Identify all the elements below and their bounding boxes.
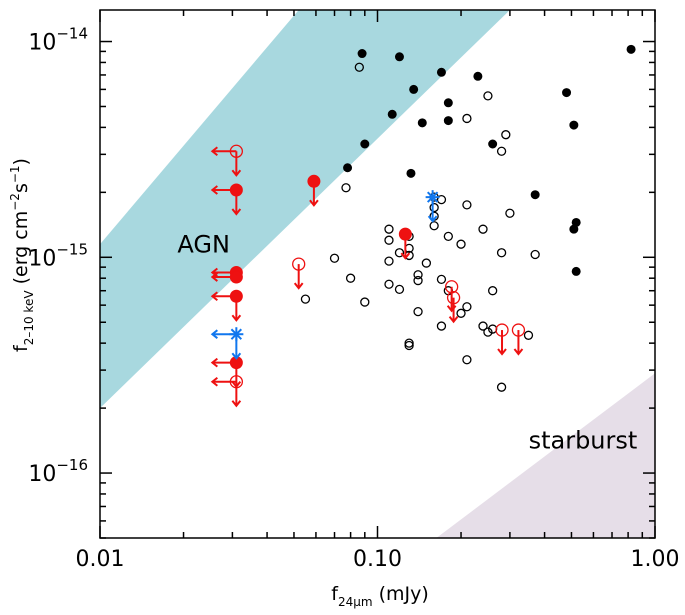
red-open-point [292, 257, 306, 290]
x-tick-label: 0.01 [76, 547, 125, 572]
starburst-region [436, 373, 655, 538]
red-filled-point [398, 227, 412, 260]
black-open-point [462, 302, 472, 312]
red-open-point [210, 375, 244, 408]
black-open-point [496, 382, 507, 392]
black-open-point [384, 235, 394, 245]
y-axis-label: f2–10 keV (erg cm−2s−1) [8, 158, 36, 352]
blue-star-point [425, 190, 440, 223]
black-filled-point [436, 67, 446, 77]
black-open-point [505, 208, 515, 218]
black-filled-point [626, 44, 636, 54]
black-open-point [436, 194, 447, 205]
black-filled-point [357, 49, 367, 59]
starburst-label: starburst [529, 426, 638, 454]
black-open-point [413, 306, 423, 317]
black-open-point [456, 239, 466, 249]
black-open-point [462, 200, 472, 210]
black-open-point [421, 258, 432, 268]
black-open-point [413, 270, 423, 280]
black-filled-point [530, 190, 540, 200]
black-open-point [462, 355, 472, 365]
black-filled-point [387, 109, 397, 119]
black-filled-point [569, 120, 579, 130]
black-open-point [360, 297, 370, 307]
black-open-point [384, 279, 394, 289]
blue-star-point [210, 327, 244, 360]
black-open-point [496, 248, 507, 258]
black-filled-point [409, 84, 419, 94]
black-filled-point [360, 139, 370, 149]
black-open-point [488, 286, 498, 296]
black-open-point [523, 330, 534, 340]
black-filled-point [473, 71, 483, 81]
black-filled-point [562, 88, 572, 98]
black-open-point [478, 321, 488, 331]
black-open-point [354, 62, 364, 72]
black-open-point [483, 327, 493, 337]
black-open-point [483, 91, 493, 101]
black-open-point [384, 224, 394, 234]
black-open-point [436, 321, 447, 331]
black-open-point [300, 294, 311, 304]
black-open-point [456, 308, 466, 318]
black-open-point [429, 202, 439, 213]
red-open-point [446, 291, 461, 324]
black-open-point [404, 340, 414, 351]
black-filled-point [394, 52, 404, 62]
agn-region [100, 10, 510, 409]
red-filled-point [210, 289, 243, 322]
black-open-point [394, 284, 405, 295]
black-open-point [413, 275, 423, 286]
red-open-point [210, 144, 244, 177]
red-open-point [511, 323, 526, 356]
black-open-point [530, 249, 540, 260]
black-open-point [501, 130, 511, 140]
red-filled-point [307, 174, 321, 207]
black-filled-point [343, 163, 353, 173]
black-open-point [436, 274, 447, 285]
black-filled-point [417, 118, 427, 128]
black-open-point [496, 146, 507, 156]
black-open-point [394, 248, 405, 258]
y-tick-label: 10−16 [28, 456, 88, 487]
agn-label: AGN [177, 231, 230, 259]
black-open-point [329, 253, 340, 263]
x-tick-label: 1.00 [631, 547, 680, 572]
x-tick-label: 0.10 [353, 547, 402, 572]
black-open-point [429, 221, 439, 231]
black-open-point [443, 231, 453, 242]
red-open-point [495, 323, 509, 356]
black-filled-point [443, 98, 453, 108]
black-filled-point [488, 139, 498, 149]
black-open-point [341, 183, 351, 193]
black-open-point [462, 113, 472, 124]
black-open-point [404, 338, 414, 348]
red-filled-point [210, 183, 243, 216]
black-filled-point [569, 224, 579, 234]
black-filled-point [571, 266, 581, 276]
y-tick-label: 10−15 [28, 240, 88, 271]
black-open-point [384, 256, 394, 266]
black-open-point [345, 273, 356, 283]
black-filled-point [406, 168, 416, 178]
x-axis-label: f24μm (mJy) [331, 583, 429, 609]
y-tick-label: 10−14 [28, 25, 88, 56]
red-filled-point [210, 270, 243, 284]
black-filled-point [443, 116, 453, 126]
black-open-point [478, 224, 488, 234]
